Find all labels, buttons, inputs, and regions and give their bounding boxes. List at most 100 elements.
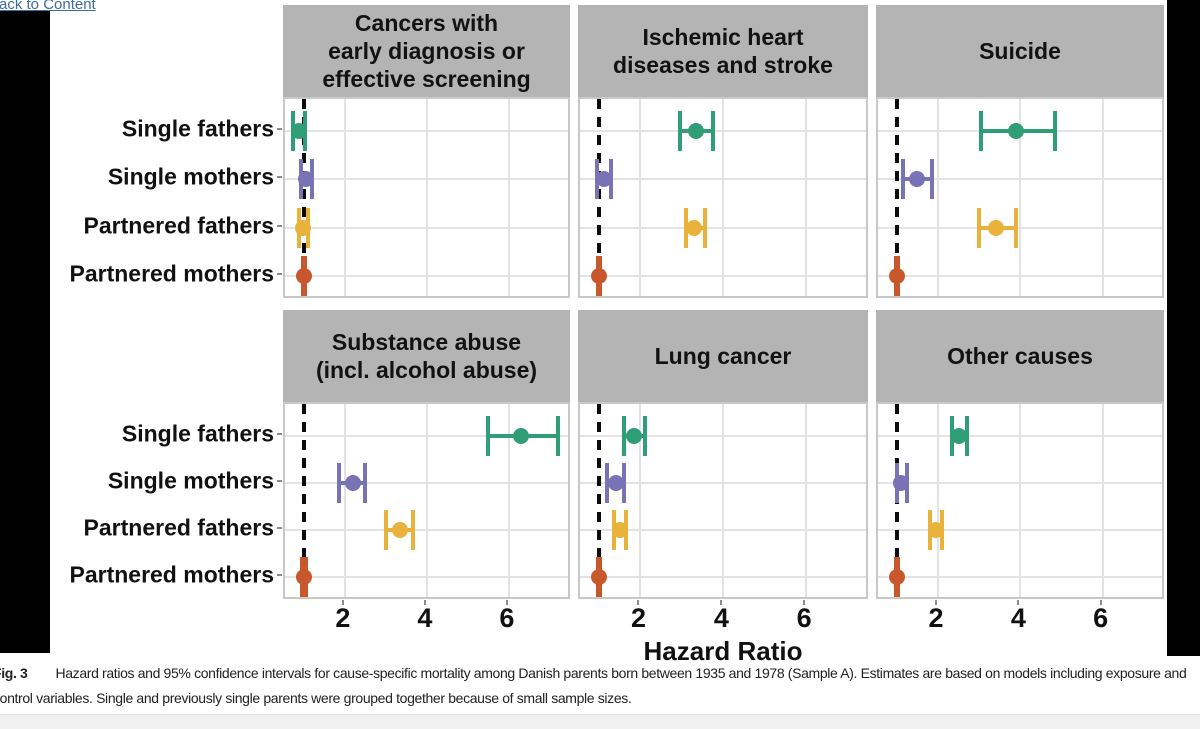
horizontal-gridline — [285, 481, 568, 484]
panel-plot — [283, 402, 570, 599]
vertical-gridline — [1101, 99, 1104, 296]
point-estimate — [626, 427, 643, 444]
x-tick-label: 2 — [928, 603, 944, 633]
panel-title: (incl. alcohol abuse) — [315, 357, 538, 383]
point-estimate — [893, 474, 910, 491]
ci-cap-low — [336, 462, 341, 503]
panel-plot — [578, 402, 868, 599]
ci-cap-low — [977, 207, 982, 248]
ci-cap-low — [677, 111, 682, 152]
horizontal-gridline — [878, 226, 1162, 229]
point-estimate — [345, 474, 362, 491]
left-letterbox — [0, 10, 50, 653]
point-estimate — [1008, 123, 1025, 140]
panel-title: effective screening — [322, 66, 531, 92]
y-tick-mark — [277, 527, 282, 530]
panel-title: Lung cancer — [654, 343, 792, 369]
vertical-gridline — [937, 404, 940, 597]
vertical-gridline — [425, 99, 428, 296]
x-tick-mark — [423, 600, 426, 605]
panel-plot — [578, 97, 868, 298]
ci-cap-low — [605, 462, 610, 503]
x-tick-label: 6 — [796, 603, 812, 633]
panel-title: early diagnosis or — [328, 38, 525, 64]
y-category-label: Single fathers — [121, 115, 274, 142]
ci-cap-low — [383, 510, 388, 551]
x-tick-mark — [341, 600, 344, 605]
horizontal-gridline — [285, 178, 568, 181]
horizontal-gridline — [580, 178, 866, 181]
horizontal-gridline — [580, 576, 866, 579]
x-tick-label: 4 — [417, 603, 433, 633]
back-to-content-link[interactable]: Back to Content — [0, 0, 96, 13]
y-tick-mark — [277, 224, 282, 227]
caption-fig-label: Fig. 3 — [0, 665, 28, 681]
x-tick-mark — [637, 600, 640, 605]
y-tick-mark — [277, 272, 282, 275]
y-tick-mark — [277, 128, 282, 131]
panel-plot — [876, 97, 1164, 298]
bottom-toolbar — [0, 714, 1200, 729]
point-estimate — [297, 171, 314, 188]
point-estimate — [888, 267, 905, 284]
point-estimate — [928, 522, 944, 539]
point-estimate — [591, 267, 608, 284]
y-tick-mark — [277, 479, 282, 482]
x-tick-mark — [935, 600, 938, 605]
ci-cap-low — [979, 111, 984, 152]
caption-text-1: Hazard ratios and 95% confidence interva… — [55, 665, 1187, 681]
caption-line-1: Fig. 3 Hazard ratios and 95% confidence i… — [0, 661, 1187, 686]
panel-title-strip: Cancers with early diagnosis or effective … — [283, 5, 570, 97]
x-tick-label: 6 — [1093, 603, 1109, 633]
ci-cap-low — [621, 415, 626, 456]
x-tick-mark — [803, 600, 806, 605]
vertical-gridline — [1019, 99, 1022, 296]
point-estimate — [909, 171, 926, 188]
horizontal-gridline — [285, 576, 568, 579]
x-tick-label: 4 — [1010, 603, 1026, 633]
y-category-label: Single mothers — [107, 163, 274, 190]
horizontal-gridline — [580, 274, 866, 277]
panel-plot — [283, 97, 570, 298]
panel-title: Suicide — [979, 38, 1061, 64]
panel-title-strip: Ischemic heart diseases and stroke — [578, 5, 868, 97]
reference-line — [894, 99, 899, 296]
reference-line — [597, 404, 602, 597]
ci-cap-high — [1014, 207, 1019, 248]
y-category-label: Partnered fathers — [83, 212, 274, 239]
ci-cap-high — [642, 415, 647, 456]
ci-cap-high — [556, 415, 561, 456]
point-estimate — [611, 522, 628, 539]
panel-title: Substance abuse — [331, 329, 522, 355]
ci-cap-high — [363, 462, 368, 503]
x-tick-label: 2 — [630, 603, 646, 633]
panel-title: diseases and stroke — [613, 52, 833, 78]
y-category-label: Single fathers — [121, 420, 274, 447]
horizontal-gridline — [580, 434, 866, 437]
horizontal-gridline — [878, 178, 1162, 181]
point-estimate — [290, 123, 307, 140]
vertical-gridline — [639, 99, 642, 296]
y-tick-mark — [277, 574, 282, 577]
ci-cap-high — [621, 462, 626, 503]
vertical-gridline — [722, 99, 725, 296]
horizontal-gridline — [285, 226, 568, 229]
vertical-gridline — [425, 404, 428, 597]
point-estimate — [950, 427, 967, 444]
ci-cap-high — [410, 510, 415, 551]
point-estimate — [591, 569, 608, 586]
vertical-gridline — [805, 99, 808, 296]
point-estimate — [596, 171, 613, 188]
horizontal-gridline — [285, 130, 568, 133]
ci-cap-low — [901, 159, 906, 200]
panel-title-strip: Substance abuse (incl. alcohol abuse) — [283, 310, 570, 402]
point-estimate — [392, 522, 409, 539]
vertical-gridline — [1101, 404, 1104, 597]
horizontal-gridline — [878, 529, 1162, 532]
panel-title: Cancers with — [354, 10, 499, 36]
figure-caption: Fig. 3 Hazard ratios and 95% confidence i… — [0, 661, 1187, 711]
vertical-gridline — [937, 99, 940, 296]
reference-line — [301, 99, 306, 296]
horizontal-gridline — [580, 481, 866, 484]
y-category-label: Single mothers — [107, 467, 274, 494]
